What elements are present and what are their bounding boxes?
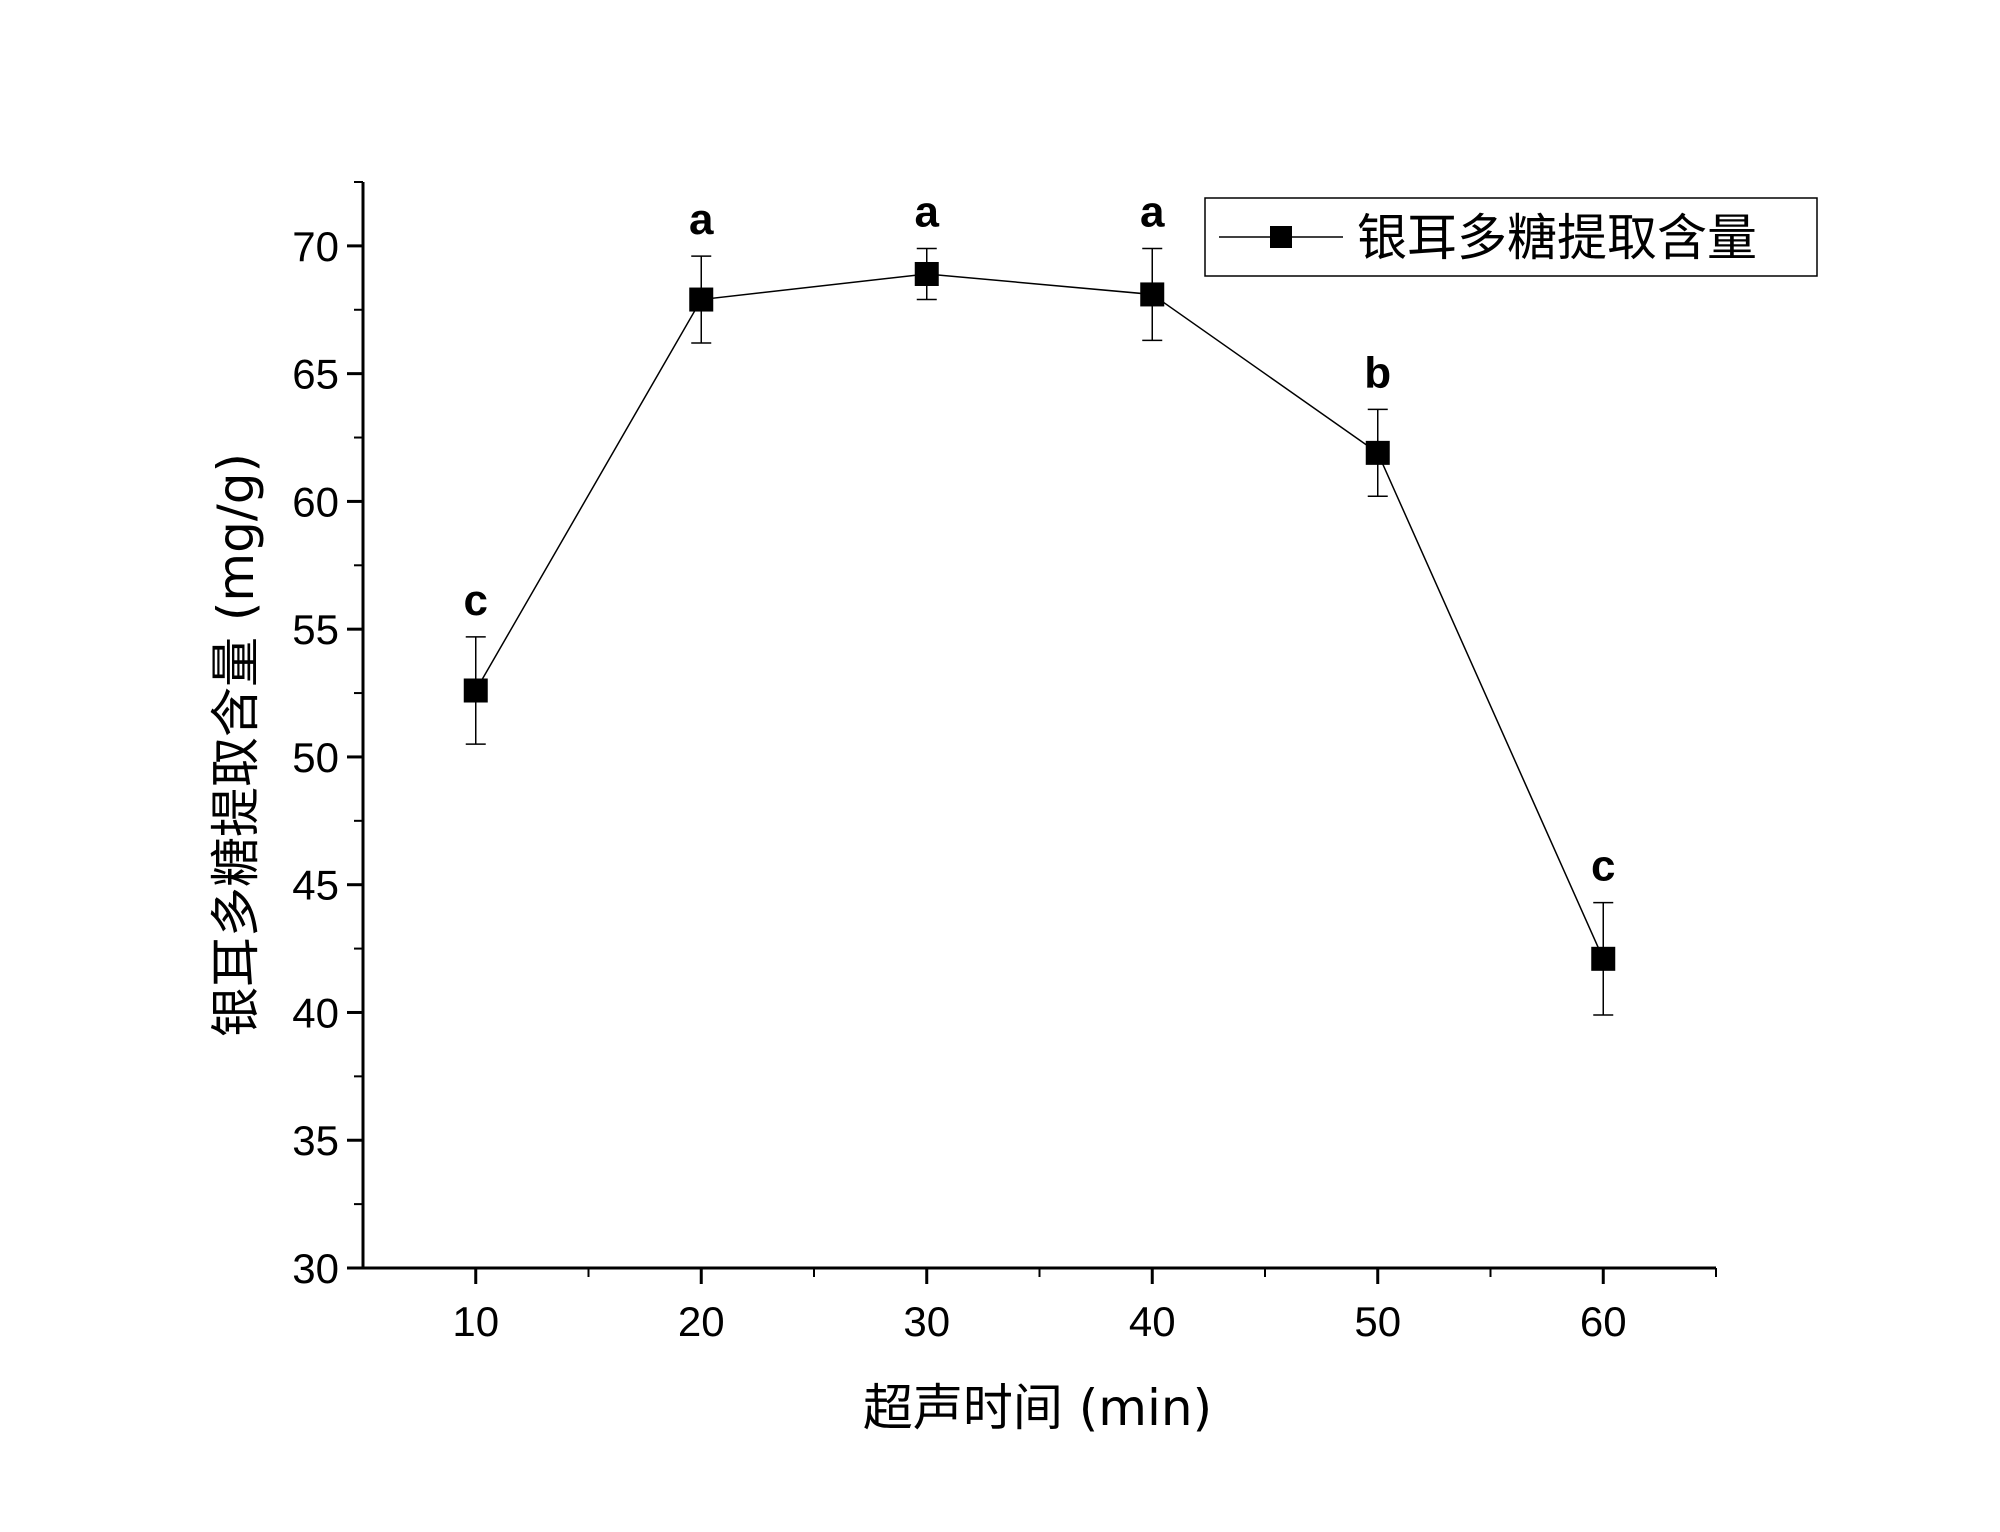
y-tick-label: 30 (292, 1245, 339, 1292)
x-tick-label: 40 (1129, 1298, 1176, 1345)
y-axis-title: 银耳多糖提取含量 (mg/g) (207, 453, 265, 1037)
x-tick-label: 30 (903, 1298, 950, 1345)
y-tick-label: 35 (292, 1117, 339, 1164)
legend: 银耳多糖提取含量 (1204, 197, 1818, 277)
data-point (689, 287, 714, 312)
y-tick-label: 70 (292, 223, 339, 270)
x-axis-title: 超声时间 (min) (863, 1379, 1212, 1437)
legend-marker (1270, 226, 1292, 248)
significance-label: a (915, 187, 940, 236)
significance-labels: c a a a b c (464, 187, 1616, 890)
axes: 30 35 40 45 50 55 60 65 70 10 20 30 40 50 60 (292, 181, 1717, 1345)
significance-label: b (1364, 348, 1391, 397)
data-point (914, 261, 939, 286)
significance-label: a (1140, 187, 1165, 236)
series-line (475, 273, 1604, 960)
data-point (1591, 946, 1616, 971)
y-tick-label: 45 (292, 862, 339, 909)
legend-label: 银耳多糖提取含量 (1357, 209, 1757, 267)
series-layer (463, 247, 1616, 1016)
x-tick-label: 50 (1354, 1298, 1401, 1345)
significance-label: c (1591, 842, 1615, 891)
y-tick-label: 50 (292, 734, 339, 781)
significance-label: a (689, 195, 714, 244)
y-tick-label: 55 (292, 606, 339, 653)
data-point (1140, 282, 1165, 307)
y-tick-label: 60 (292, 478, 339, 525)
x-tick-label: 10 (452, 1298, 499, 1345)
data-point (463, 678, 488, 703)
significance-label: c (464, 576, 488, 625)
y-tick-label: 65 (292, 351, 339, 398)
data-point (1365, 440, 1390, 465)
x-tick-label: 20 (678, 1298, 725, 1345)
x-tick-label: 60 (1580, 1298, 1627, 1345)
y-tick-label: 40 (292, 989, 339, 1036)
